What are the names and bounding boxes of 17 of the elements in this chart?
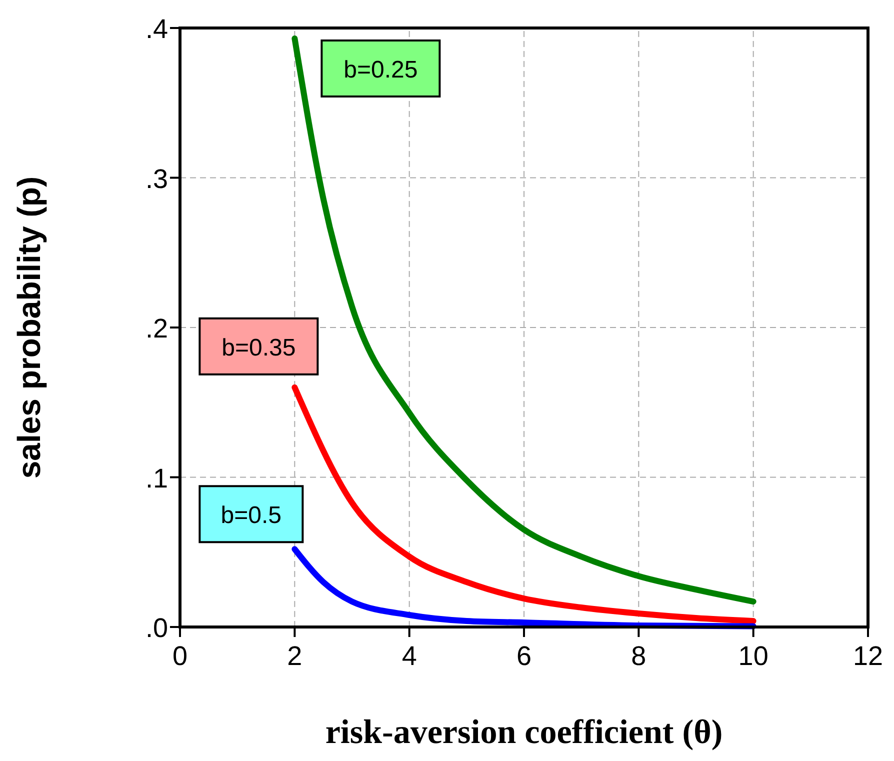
x-tick-label: 10 xyxy=(738,641,768,671)
x-tick-label: 6 xyxy=(516,641,532,671)
y-tick-label: .4 xyxy=(145,14,168,44)
series-label: b=0.5 xyxy=(220,502,282,530)
series-label: b=0.35 xyxy=(222,334,296,362)
y-tick-label: .2 xyxy=(145,314,168,344)
series-label: b=0.25 xyxy=(344,56,418,84)
x-tick-label: 8 xyxy=(631,641,646,671)
y-tick-label: .1 xyxy=(145,463,168,494)
x-axis-title: risk-aversion coefficient (θ) xyxy=(325,714,723,751)
y-axis-title: sales probability (p) xyxy=(11,176,47,479)
y-tick-label: .0 xyxy=(145,613,168,643)
x-tick-label: 12 xyxy=(852,641,884,671)
x-tick-label: 2 xyxy=(287,641,302,671)
y-tick-label: .3 xyxy=(145,164,168,194)
x-tick-label: 4 xyxy=(402,641,417,671)
x-tick-label: 0 xyxy=(172,641,188,671)
